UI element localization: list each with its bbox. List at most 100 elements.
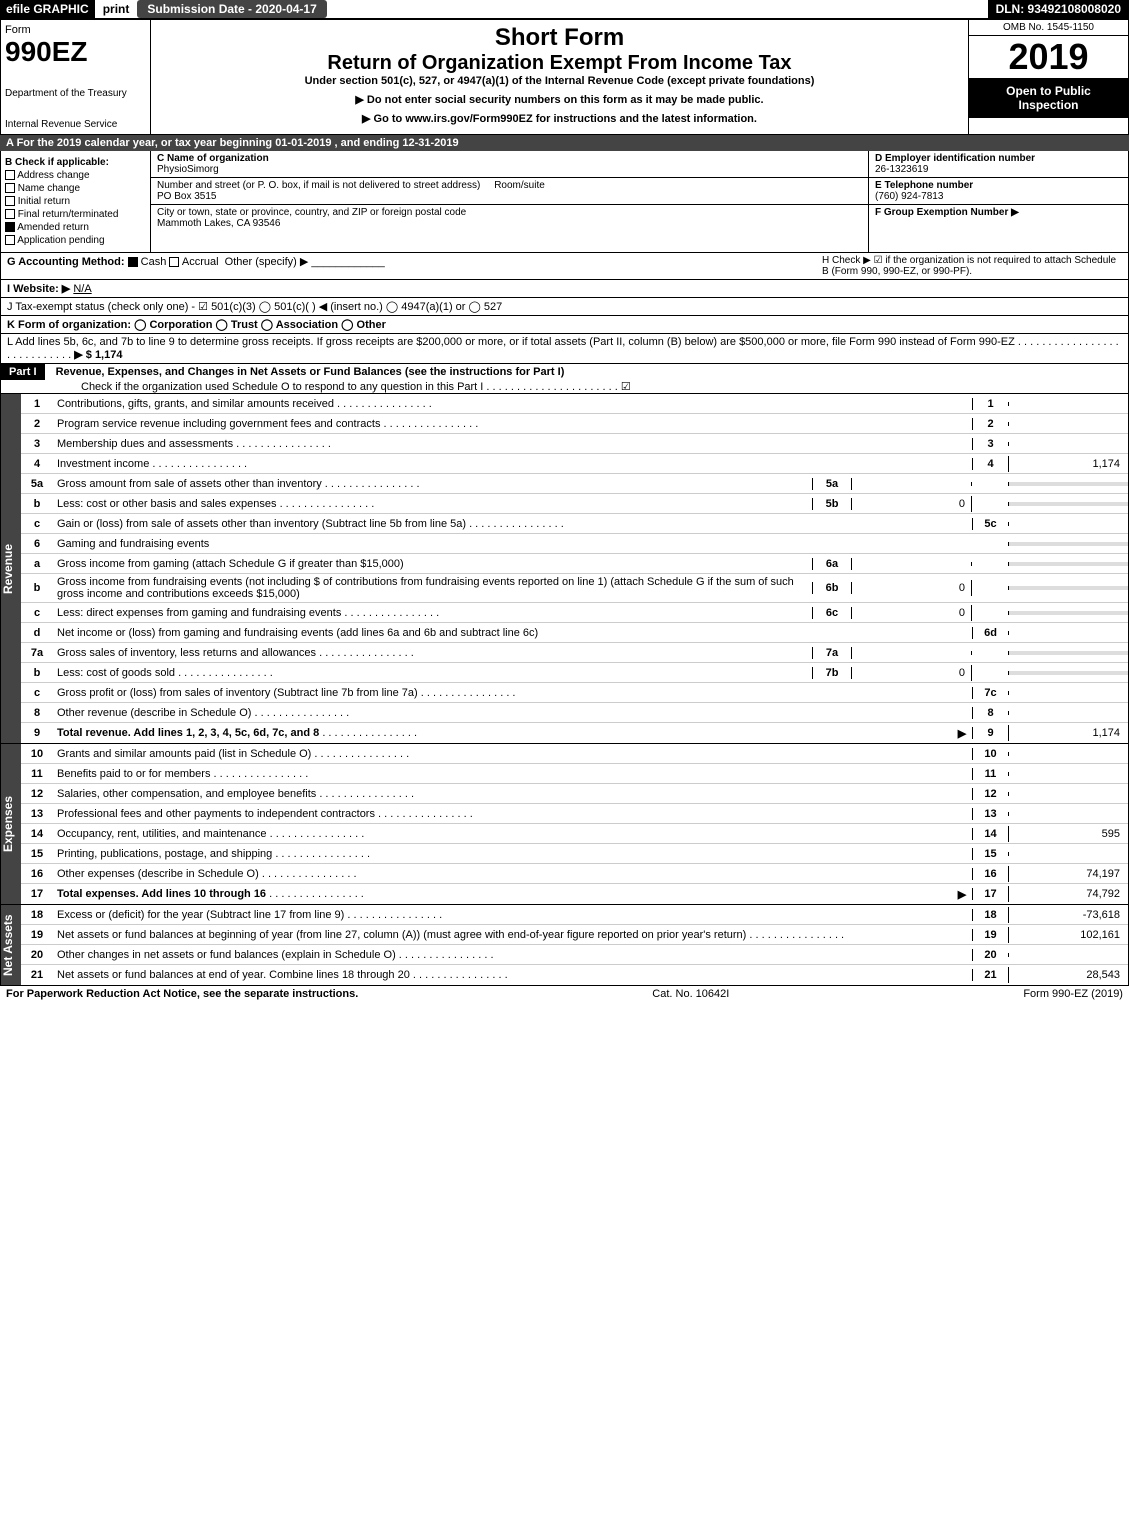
org-name: PhysioSimorg bbox=[157, 164, 219, 175]
line-14: 14Occupancy, rent, utilities, and mainte… bbox=[21, 824, 1128, 844]
line-13: 13Professional fees and other payments t… bbox=[21, 804, 1128, 824]
l-label: L Add lines 5b, 6c, and 7b to line 9 to … bbox=[7, 336, 1015, 348]
room-label: Room/suite bbox=[494, 180, 545, 191]
line-c: cGross profit or (loss) from sales of in… bbox=[21, 683, 1128, 703]
part1-check-mark: ☑ bbox=[621, 381, 631, 393]
line-4: 4Investment income . . . . . . . . . . .… bbox=[21, 454, 1128, 474]
footer-right: Form 990-EZ (2019) bbox=[1023, 988, 1123, 1000]
omb-number: OMB No. 1545-1150 bbox=[969, 20, 1128, 36]
section-def: D Employer identification number 26-1323… bbox=[868, 151, 1128, 252]
url-note: ▶ Go to www.irs.gov/Form990EZ for instru… bbox=[155, 112, 964, 125]
line-c: cGain or (loss) from sale of assets othe… bbox=[21, 514, 1128, 534]
check-address[interactable]: Address change bbox=[5, 170, 146, 181]
g-label: G Accounting Method: bbox=[7, 256, 125, 268]
form-subtitle: Under section 501(c), 527, or 4947(a)(1)… bbox=[155, 75, 964, 87]
dln-label: DLN: 93492108008020 bbox=[988, 0, 1129, 18]
line-3: 3Membership dues and assessments . . . .… bbox=[21, 434, 1128, 454]
form-title: Return of Organization Exempt From Incom… bbox=[155, 52, 964, 75]
efile-label: efile GRAPHIC bbox=[0, 0, 95, 18]
line-9: 9Total revenue. Add lines 1, 2, 3, 4, 5c… bbox=[21, 723, 1128, 743]
line-17: 17Total expenses. Add lines 10 through 1… bbox=[21, 884, 1128, 904]
line-11: 11Benefits paid to or for members . . . … bbox=[21, 764, 1128, 784]
check-name[interactable]: Name change bbox=[5, 183, 146, 194]
org-city: Mammoth Lakes, CA 93546 bbox=[157, 218, 280, 229]
l-value: ▶ $ 1,174 bbox=[74, 349, 122, 361]
form-number: 990EZ bbox=[5, 36, 146, 68]
section-gh: G Accounting Method: Cash Accrual Other … bbox=[0, 253, 1129, 280]
check-cash[interactable] bbox=[128, 257, 138, 267]
netassets-block: Net Assets 18Excess or (deficit) for the… bbox=[0, 905, 1129, 986]
line-b: bLess: cost or other basis and sales exp… bbox=[21, 494, 1128, 514]
line-b: bLess: cost of goods sold . . . . . . . … bbox=[21, 663, 1128, 683]
d-label: D Employer identification number bbox=[875, 153, 1035, 164]
section-b: B Check if applicable: Address change Na… bbox=[1, 151, 151, 252]
phone-value: (760) 924-7813 bbox=[875, 191, 943, 202]
line-8: 8Other revenue (describe in Schedule O) … bbox=[21, 703, 1128, 723]
c-city-label: City or town, state or province, country… bbox=[157, 207, 466, 218]
ein-value: 26-1323619 bbox=[875, 164, 928, 175]
section-i: I Website: ▶ N/A bbox=[0, 280, 1129, 298]
i-label: I Website: ▶ bbox=[7, 283, 70, 295]
check-initial[interactable]: Initial return bbox=[5, 196, 146, 207]
line-5a: 5aGross amount from sale of assets other… bbox=[21, 474, 1128, 494]
j-label: J Tax-exempt status (check only one) - ☑… bbox=[7, 301, 502, 313]
section-k: K Form of organization: ◯ Corporation ◯ … bbox=[0, 316, 1129, 334]
line-b: bGross income from fundraising events (n… bbox=[21, 574, 1128, 603]
expenses-side-label: Expenses bbox=[1, 744, 21, 904]
check-amended[interactable]: Amended return bbox=[5, 222, 146, 233]
print-button[interactable]: print bbox=[95, 0, 138, 18]
h-label: H Check ▶ ☑ if the organization is not r… bbox=[822, 255, 1122, 277]
part1-title: Revenue, Expenses, and Changes in Net As… bbox=[48, 366, 565, 378]
line-6: 6Gaming and fundraising events bbox=[21, 534, 1128, 554]
line-7a: 7aGross sales of inventory, less returns… bbox=[21, 643, 1128, 663]
dept-label: Department of the Treasury bbox=[5, 88, 146, 99]
form-word: Form bbox=[5, 24, 146, 36]
short-form-title: Short Form bbox=[155, 24, 964, 52]
header-left: Form 990EZ Department of the Treasury In… bbox=[1, 20, 151, 134]
line-d: dNet income or (loss) from gaming and fu… bbox=[21, 623, 1128, 643]
ssn-note: ▶ Do not enter social security numbers o… bbox=[155, 93, 964, 106]
line-10: 10Grants and similar amounts paid (list … bbox=[21, 744, 1128, 764]
part1-badge: Part I bbox=[1, 364, 45, 380]
section-j: J Tax-exempt status (check only one) - ☑… bbox=[0, 298, 1129, 316]
org-address: PO Box 3515 bbox=[157, 191, 216, 202]
e-label: E Telephone number bbox=[875, 180, 973, 191]
line-20: 20Other changes in net assets or fund ba… bbox=[21, 945, 1128, 965]
tax-year: 2019 bbox=[969, 36, 1128, 78]
section-b-title: B Check if applicable: bbox=[5, 157, 146, 168]
header-right: OMB No. 1545-1150 2019 Open to Public In… bbox=[968, 20, 1128, 134]
line-18: 18Excess or (deficit) for the year (Subt… bbox=[21, 905, 1128, 925]
top-bar: efile GRAPHIC print Submission Date - 20… bbox=[0, 0, 1129, 19]
info-block: B Check if applicable: Address change Na… bbox=[0, 151, 1129, 253]
line-12: 12Salaries, other compensation, and empl… bbox=[21, 784, 1128, 804]
c-name-label: C Name of organization bbox=[157, 153, 269, 164]
line-2: 2Program service revenue including gover… bbox=[21, 414, 1128, 434]
period-row: A For the 2019 calendar year, or tax yea… bbox=[0, 135, 1129, 151]
line-c: cLess: direct expenses from gaming and f… bbox=[21, 603, 1128, 623]
section-l: L Add lines 5b, 6c, and 7b to line 9 to … bbox=[0, 334, 1129, 364]
check-final[interactable]: Final return/terminated bbox=[5, 209, 146, 220]
line-15: 15Printing, publications, postage, and s… bbox=[21, 844, 1128, 864]
page-footer: For Paperwork Reduction Act Notice, see … bbox=[0, 986, 1129, 1002]
k-label: K Form of organization: ◯ Corporation ◯ … bbox=[7, 319, 386, 331]
part1-header-row: Part I Revenue, Expenses, and Changes in… bbox=[0, 364, 1129, 394]
revenue-side-label: Revenue bbox=[1, 394, 21, 743]
form-header: Form 990EZ Department of the Treasury In… bbox=[0, 19, 1129, 135]
part1-check-text: Check if the organization used Schedule … bbox=[1, 381, 483, 393]
line-a: aGross income from gaming (attach Schedu… bbox=[21, 554, 1128, 574]
c-addr-label: Number and street (or P. O. box, if mail… bbox=[157, 180, 480, 191]
check-accrual[interactable] bbox=[169, 257, 179, 267]
submission-date: Submission Date - 2020-04-17 bbox=[137, 0, 326, 18]
header-center: Short Form Return of Organization Exempt… bbox=[151, 20, 968, 134]
section-c: C Name of organization PhysioSimorg Numb… bbox=[151, 151, 868, 252]
f-label: F Group Exemption Number ▶ bbox=[875, 207, 1019, 218]
revenue-block: Revenue 1Contributions, gifts, grants, a… bbox=[0, 394, 1129, 744]
netassets-side-label: Net Assets bbox=[1, 905, 21, 985]
footer-left: For Paperwork Reduction Act Notice, see … bbox=[6, 988, 358, 1000]
check-pending[interactable]: Application pending bbox=[5, 235, 146, 246]
irs-label: Internal Revenue Service bbox=[5, 119, 146, 130]
line-19: 19Net assets or fund balances at beginni… bbox=[21, 925, 1128, 945]
website-value: N/A bbox=[73, 283, 91, 295]
footer-mid: Cat. No. 10642I bbox=[652, 988, 729, 1000]
line-21: 21Net assets or fund balances at end of … bbox=[21, 965, 1128, 985]
